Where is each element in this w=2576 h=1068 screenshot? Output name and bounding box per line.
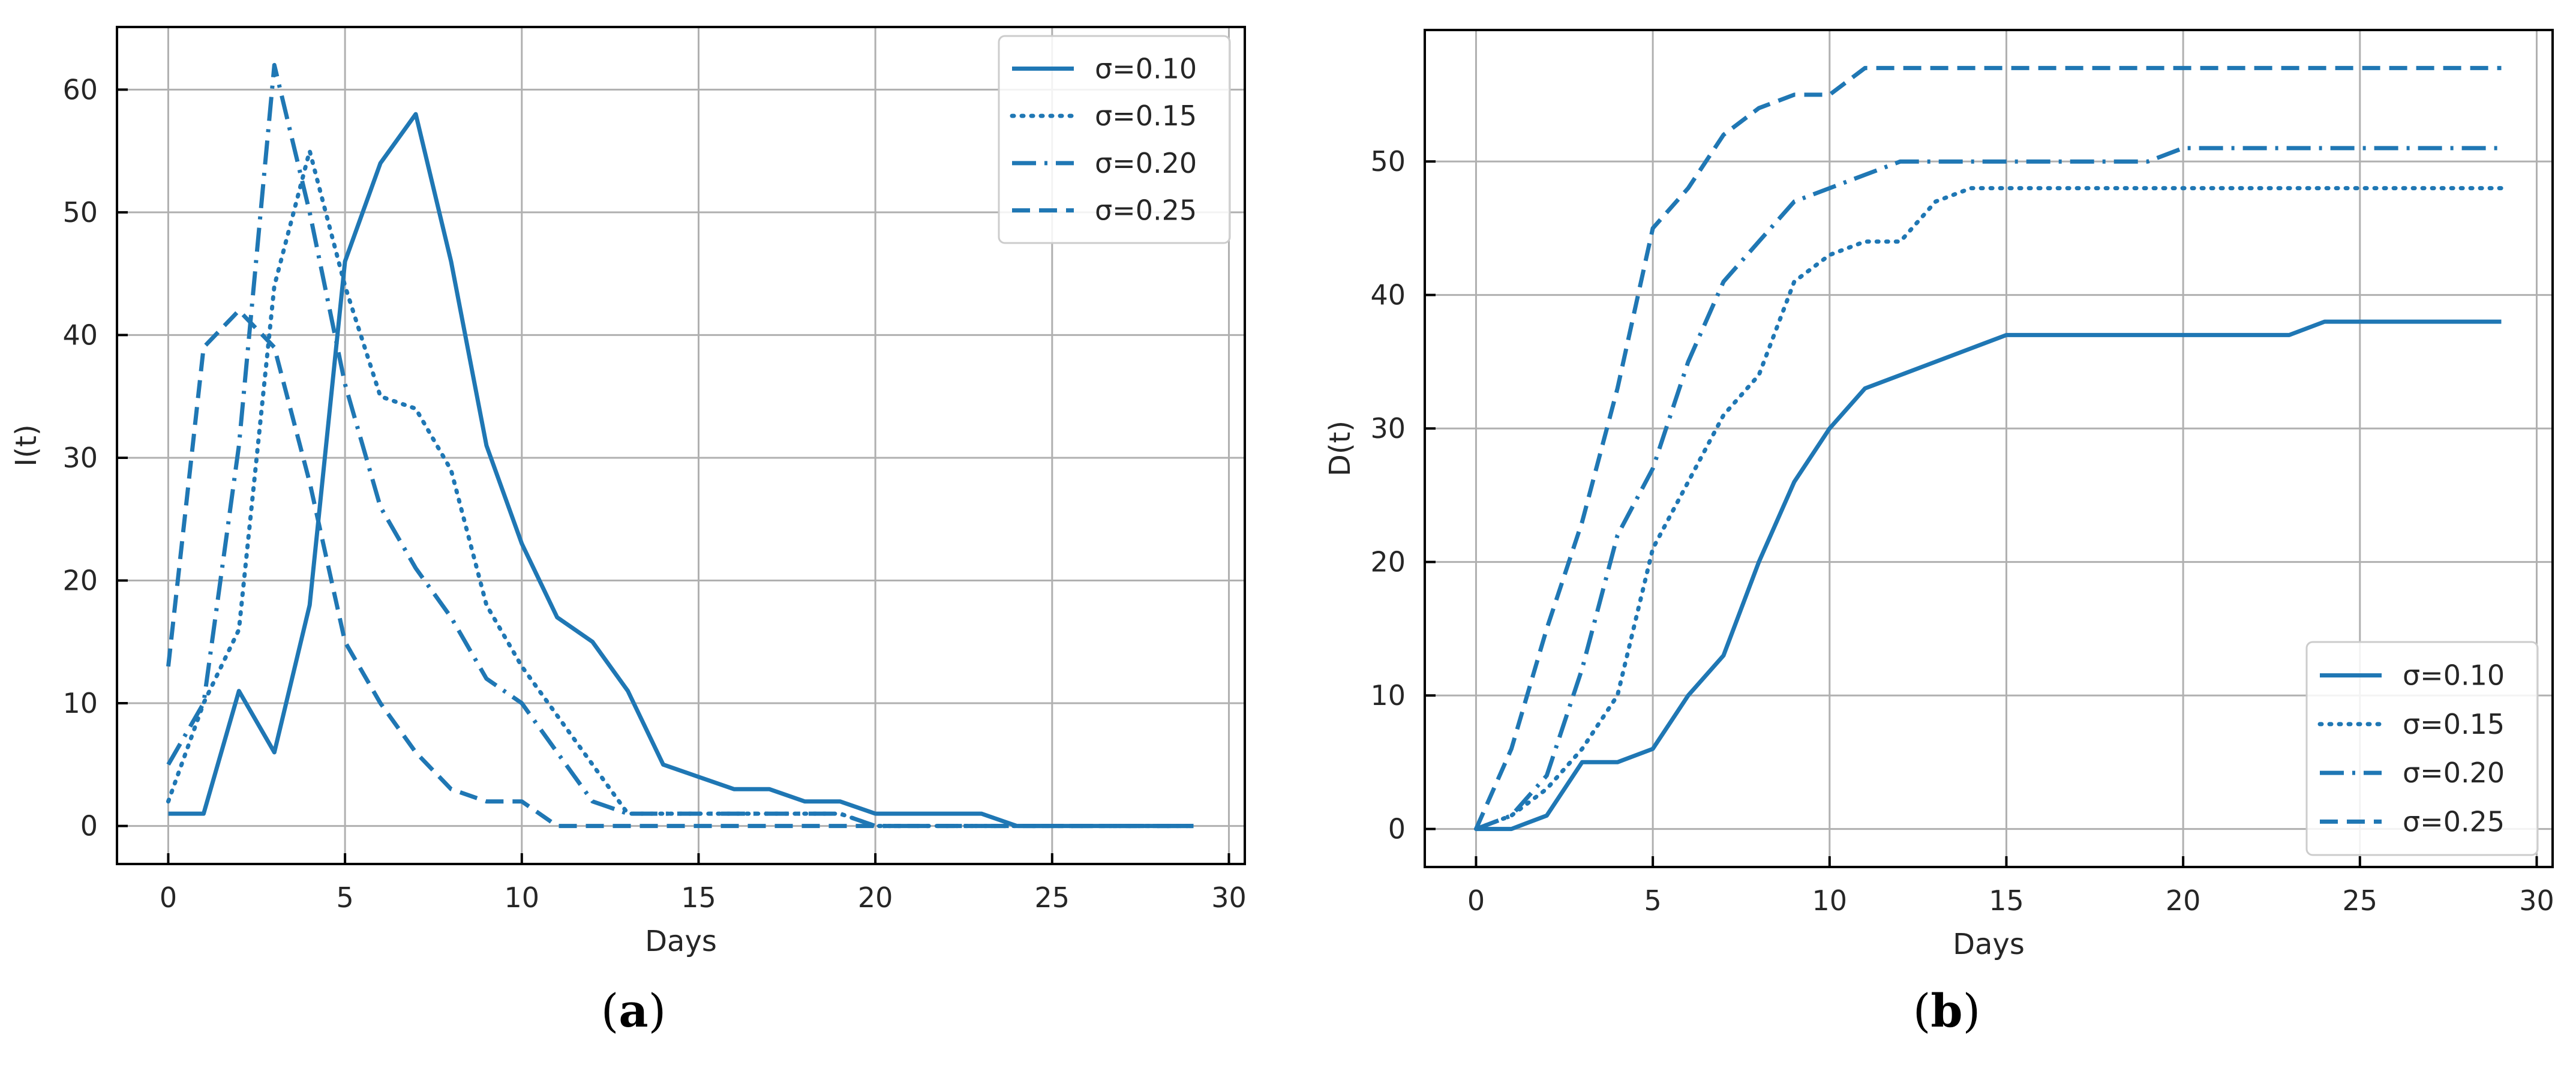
legend-box [2305, 641, 2539, 856]
legend: σ=0.10 σ=0.15 σ=0.20 σ=0.25 [2305, 641, 2539, 856]
x-tick-label: 5 [1644, 884, 1661, 917]
x-tick-label: 15 [1989, 884, 2024, 917]
axes-frame [1424, 29, 2554, 868]
legend-box [998, 35, 1231, 244]
legend: σ=0.10 σ=0.15 σ=0.20 σ=0.25 [998, 35, 1231, 244]
x-tick-label: 25 [2343, 884, 2378, 917]
panel-b-chart: 0 5 10 15 20 25 3001020304050DaysD(t)σ=0.10σ=0… [1323, 29, 2554, 961]
series-line-1 [1476, 319, 2502, 832]
legend-label-3: σ=0.20 [2403, 757, 2505, 789]
series-line-4 [166, 308, 1194, 829]
x-axis-label: Days [1953, 928, 2025, 961]
series-line-3 [1475, 146, 2502, 831]
axes-frame [116, 26, 1246, 865]
y-tick-label: 10 [1370, 679, 1406, 712]
panel-a-caption: (a) [601, 984, 666, 1037]
y-tick-label: 40 [62, 319, 98, 351]
y-tick-label: 60 [62, 73, 98, 106]
x-tick-label: 5 [336, 881, 353, 914]
y-tick-label: 0 [80, 810, 98, 842]
series-line-4 [1474, 65, 2502, 830]
panel-a-chart: 0 5 10 15 20 25 300102030405060DaysI(t)σ=0.10σ… [10, 26, 1247, 958]
x-axis-label: Days [645, 925, 717, 958]
y-tick-label: 20 [1370, 546, 1406, 578]
panel-b-caption: (b) [1913, 984, 1981, 1037]
y-tick-label: 50 [1370, 145, 1406, 178]
y-tick-label: 30 [62, 442, 98, 474]
y-tick-label: 10 [62, 687, 98, 719]
legend-label-1: σ=0.10 [1095, 52, 1197, 85]
x-tick-label: 15 [681, 881, 716, 914]
y-axis-label: I(t) [10, 424, 43, 466]
legend-label-1: σ=0.10 [2403, 659, 2505, 692]
x-tick-label: 20 [858, 881, 893, 914]
y-tick-label: 40 [1370, 279, 1406, 311]
series-line-2 [1474, 186, 2503, 832]
legend-label-2: σ=0.15 [2403, 708, 2505, 740]
y-axis-label: D(t) [1323, 421, 1357, 476]
x-tick-label: 10 [505, 881, 540, 914]
legend-label-2: σ=0.15 [1095, 100, 1197, 132]
x-tick-label: 0 [1467, 884, 1485, 917]
legend-label-4: σ=0.25 [1095, 194, 1197, 227]
x-tick-label: 0 [160, 881, 177, 914]
legend-label-4: σ=0.25 [2403, 805, 2505, 838]
x-tick-label: 25 [1035, 881, 1070, 914]
y-tick-label: 30 [1370, 412, 1406, 445]
x-tick-label: 20 [2166, 884, 2201, 917]
y-tick-label: 50 [62, 196, 98, 229]
legend-label-3: σ=0.20 [1095, 147, 1197, 179]
y-tick-label: 20 [62, 565, 98, 597]
series-line-3 [166, 62, 1194, 829]
x-tick-label: 10 [1812, 884, 1848, 917]
x-tick-label: 30 [2519, 884, 2554, 917]
x-tick-label: 30 [1211, 881, 1247, 914]
y-tick-label: 0 [1388, 813, 1406, 845]
